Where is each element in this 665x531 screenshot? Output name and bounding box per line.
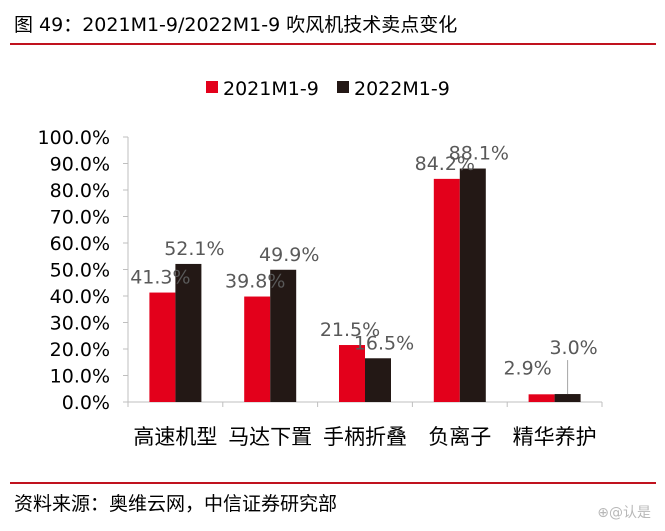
y-tick-label: 60.0% xyxy=(50,233,110,255)
legend-label-2021: 2021M1-9 xyxy=(223,78,319,100)
legend-swatch-2022 xyxy=(337,81,349,93)
y-tick-label: 30.0% xyxy=(50,313,110,335)
bar-chart: 0.0% 10.0% 20.0% 30.0% 40.0% 50.0% 60.0% 70.0% 8… xyxy=(38,78,603,449)
y-tick-label: 0.0% xyxy=(62,392,110,414)
y-tick-label: 90.0% xyxy=(50,154,110,176)
title-rule xyxy=(10,43,656,45)
data-label-2021-4: 84.2% xyxy=(415,153,475,175)
legend-swatch-2021 xyxy=(206,81,218,93)
y-tick-label: 10.0% xyxy=(50,366,110,388)
data-label-2021-5: 2.9% xyxy=(503,357,551,379)
bar-2022-5 xyxy=(554,394,581,402)
x-category-label: 手柄折叠 xyxy=(323,425,407,449)
data-label-2021-1: 41.3% xyxy=(130,267,190,289)
bar-2022-4 xyxy=(459,168,486,402)
x-category-label: 负离子 xyxy=(428,425,491,449)
y-tick-label: 50.0% xyxy=(50,260,110,282)
bar-2021-4 xyxy=(433,178,460,402)
x-category-label: 高速机型 xyxy=(133,425,217,449)
source-note: 资料来源：奥维云网，中信证券研究部 xyxy=(14,493,338,515)
x-category-label: 马达下置 xyxy=(228,425,312,449)
data-label-2022-1: 52.1% xyxy=(164,238,224,260)
watermark: ⊕@认是 xyxy=(597,505,651,521)
bar-2022-3 xyxy=(365,358,391,402)
figure-title: 图 49：2021M1-9/2022M1-9 吹风机技术卖点变化 xyxy=(14,14,458,36)
y-tick-label: 100.0% xyxy=(38,127,110,149)
y-tick-label: 40.0% xyxy=(50,286,110,308)
bar-2021-5 xyxy=(528,394,555,402)
data-label-2021-2: 39.8% xyxy=(225,271,285,293)
bar-2021-2 xyxy=(244,296,271,402)
y-tick-label: 70.0% xyxy=(50,207,110,229)
x-category-label: 精华养护 xyxy=(513,425,597,449)
y-tick-label: 80.0% xyxy=(50,180,110,202)
data-label-2022-2: 49.9% xyxy=(259,244,319,266)
data-label-2021-3: 21.5% xyxy=(320,319,380,341)
data-label-2022-3: 16.5% xyxy=(354,332,414,354)
y-tick-label: 20.0% xyxy=(50,339,110,361)
bar-2022-1 xyxy=(175,263,202,402)
footer-rule xyxy=(10,482,656,484)
bar-2021-1 xyxy=(149,292,176,402)
data-label-2022-4: 88.1% xyxy=(449,143,509,165)
bar-2022-2 xyxy=(270,269,297,402)
legend-label-2022: 2022M1-9 xyxy=(354,78,450,100)
bar-2021-3 xyxy=(339,345,365,402)
data-label-2022-5: 3.0% xyxy=(549,337,597,359)
